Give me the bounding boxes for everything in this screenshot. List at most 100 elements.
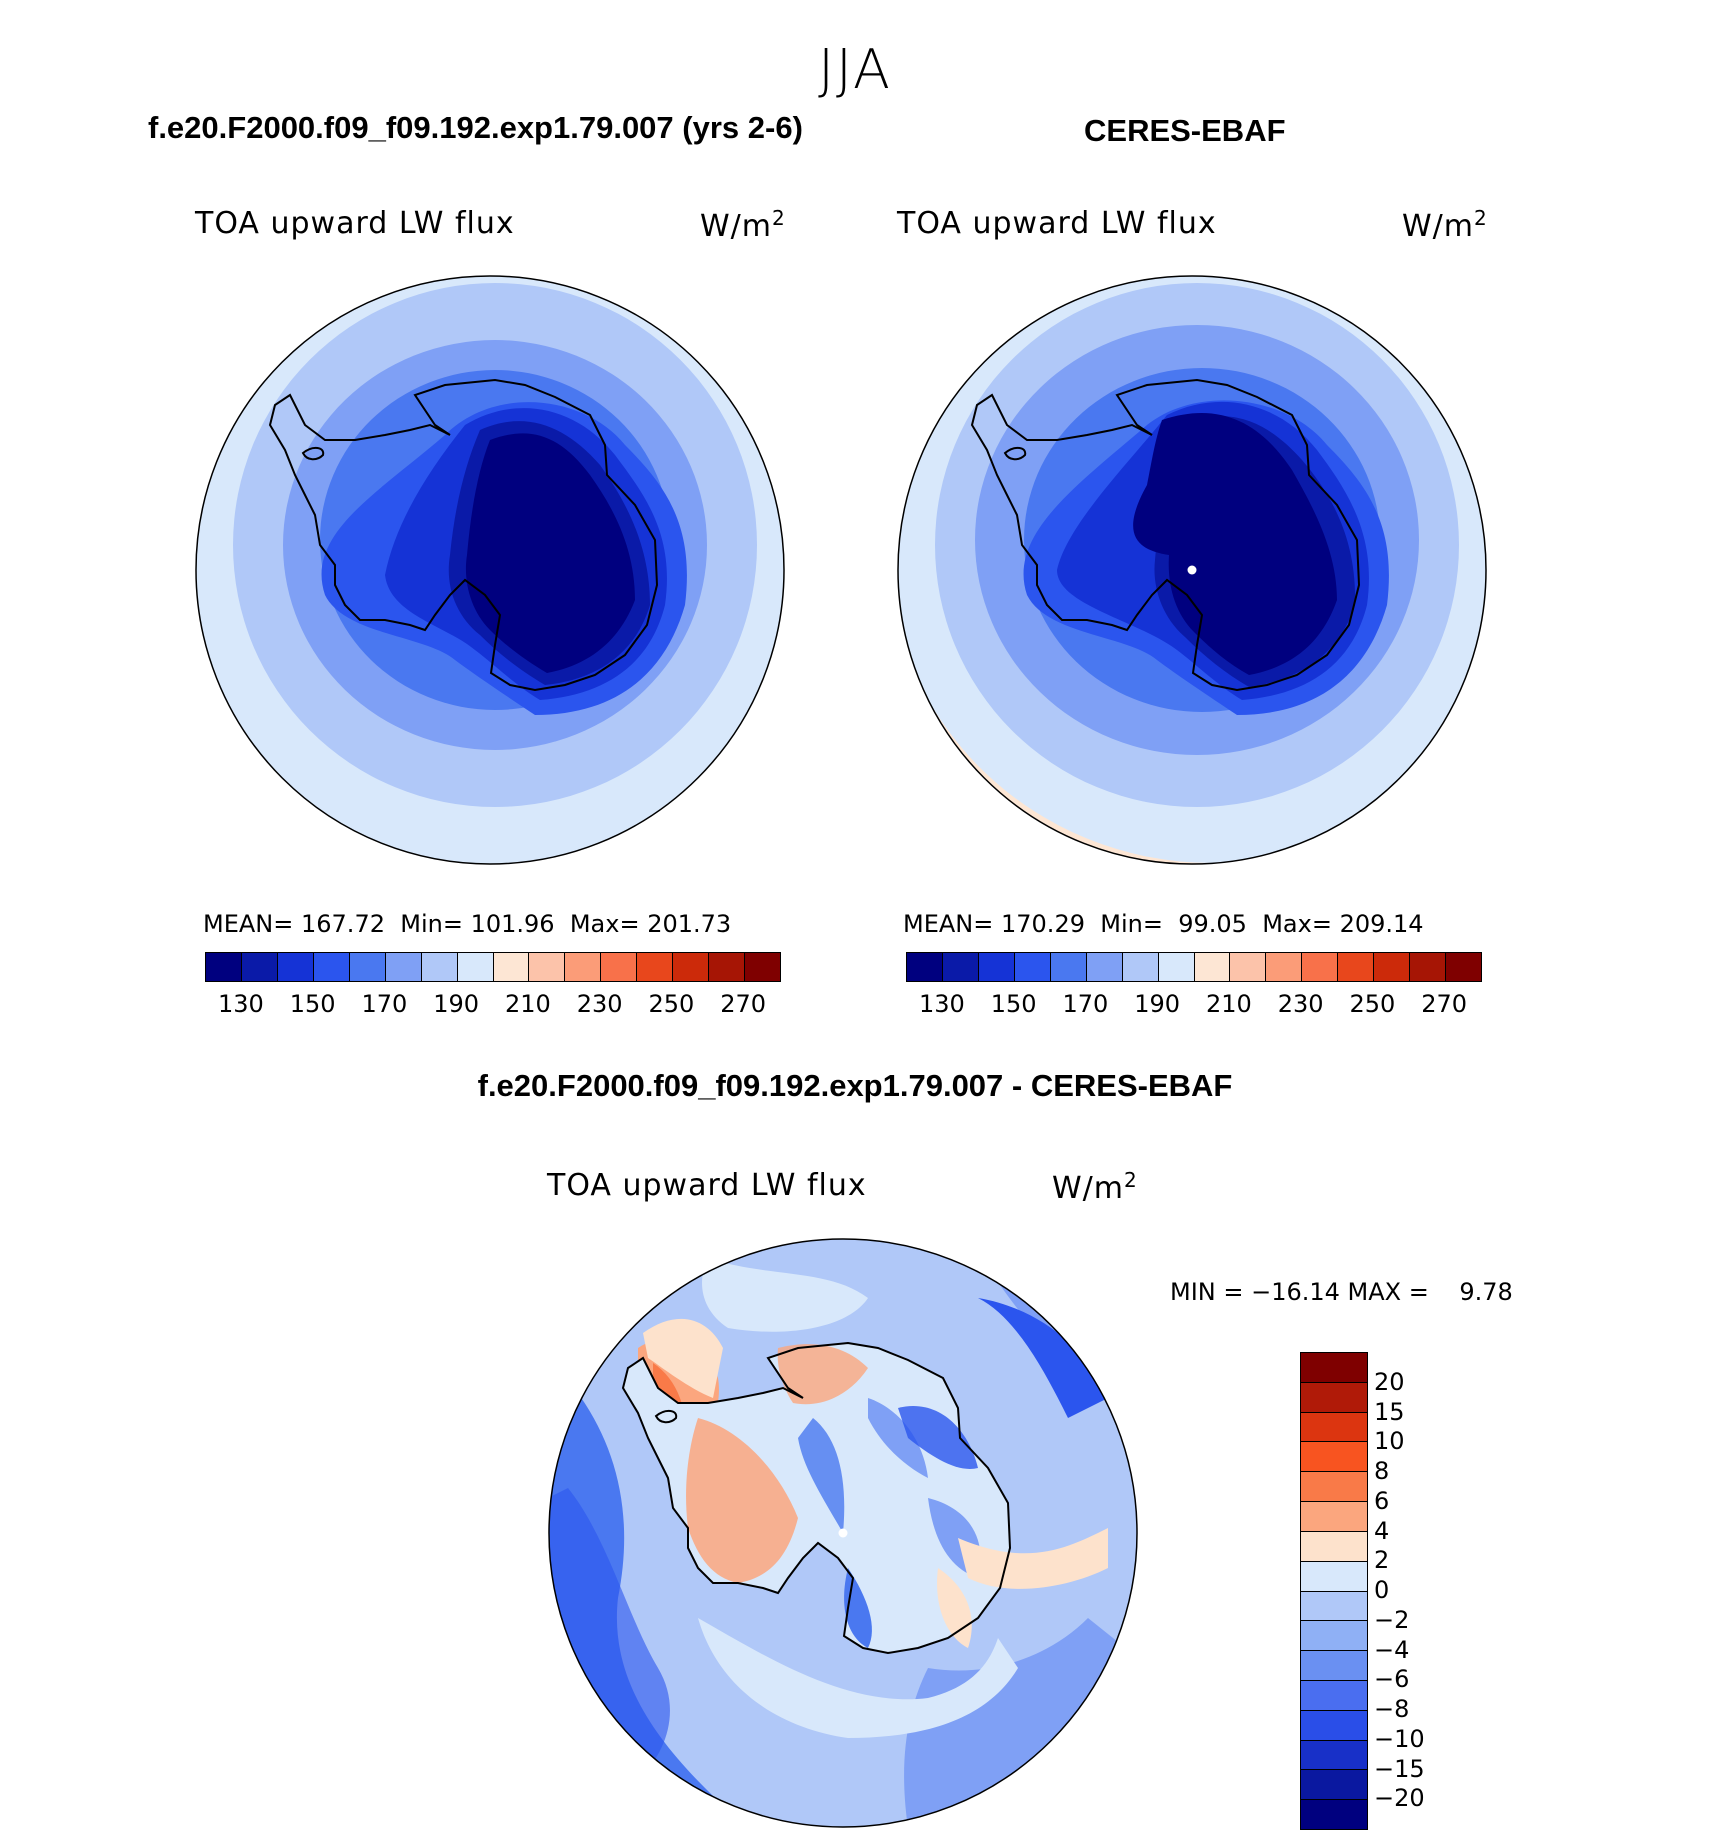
colorbar-segment [1301,1651,1367,1681]
colorbar-segment [709,953,746,981]
colorbar-segment [1374,953,1411,981]
test-case-title: f.e20.F2000.f09_f09.192.exp1.79.007 (yrs… [148,110,803,145]
colorbar-segment [457,953,494,981]
colorbar-tick-label: 270 [720,990,767,1018]
colorbar-tick-label: −4 [1374,1635,1410,1664]
obs-variable-label: TOA upward LW flux [897,206,1217,241]
diff-case-title: f.e20.F2000.f09_f09.192.exp1.79.007 - CE… [477,1068,1233,1103]
colorbar-segment [978,953,1015,981]
colorbar-segment [1301,1353,1367,1383]
colorbar-segment [1301,1382,1367,1413]
colorbar-segment [1194,953,1231,981]
colorbar-tick-label: 190 [433,990,480,1018]
colorbar-tick-label: 130 [918,990,965,1018]
colorbar-tick-label: 6 [1374,1486,1390,1515]
colorbar-segment [673,953,710,981]
obs-polar-map [897,275,1487,865]
colorbar-tick-label: 130 [217,990,264,1018]
obs-units-label: W/m2 [1402,206,1488,244]
colorbar-segment [313,953,350,981]
colorbar-segment [1301,1680,1367,1711]
colorbar-segment [1301,1710,1367,1741]
colorbar-segment [1014,953,1051,981]
test-polar-map [195,275,785,865]
colorbar-tick-label: 4 [1374,1516,1390,1545]
colorbar-tick-label: 250 [1349,990,1396,1018]
diff-minmax: MIN = −16.14 MAX = 9.78 [1170,1278,1513,1306]
colorbar-tick-label: 150 [289,990,336,1018]
colorbar-segment [1230,953,1267,981]
colorbar-tick-label: −20 [1374,1784,1425,1813]
test-colorbar [205,952,781,982]
colorbar-tick-label: 250 [648,990,695,1018]
colorbar-segment [1266,953,1303,981]
colorbar-tick-label: 0 [1374,1576,1390,1604]
colorbar-tick-label: −15 [1374,1754,1425,1783]
colorbar-segment [1301,1621,1367,1652]
colorbar-segment [565,953,602,981]
colorbar-segment [1301,1770,1367,1801]
diff-colorbar [1300,1352,1368,1830]
test-colorbar-ticks: 130 150 170 190 210 230 250 270 [205,990,779,1020]
colorbar-segment [745,953,780,981]
test-variable-label: TOA upward LW flux [195,206,515,241]
colorbar-tick-label: 150 [990,990,1037,1018]
colorbar-tick-label: −10 [1374,1724,1425,1753]
test-units-label: W/m2 [700,206,786,244]
colorbar-segment [1050,953,1087,981]
colorbar-segment [493,953,530,981]
colorbar-segment [206,953,242,981]
colorbar-tick-label: 270 [1421,990,1468,1018]
colorbar-tick-label: 230 [1277,990,1324,1018]
season-title: JJA [818,38,892,101]
colorbar-segment [385,953,422,981]
colorbar-segment [1158,953,1195,981]
colorbar-segment [1301,1800,1367,1829]
colorbar-tick-label: −2 [1374,1605,1410,1634]
colorbar-segment [1301,1561,1367,1592]
colorbar-segment [907,953,943,981]
colorbar-segment [1338,953,1375,981]
colorbar-segment [601,953,638,981]
colorbar-segment [942,953,979,981]
obs-colorbar-ticks: 130 150 170 190 210 230 250 270 [906,990,1480,1020]
colorbar-tick-label: 170 [1062,990,1109,1018]
colorbar-segment [1301,1740,1367,1771]
colorbar-tick-label: 10 [1374,1427,1405,1456]
colorbar-tick-label: 210 [1205,990,1252,1018]
colorbar-tick-label: 170 [361,990,408,1018]
diff-polar-map [548,1238,1138,1828]
colorbar-tick-label: −6 [1374,1665,1410,1694]
diff-variable-label: TOA upward LW flux [547,1168,867,1203]
colorbar-segment [1446,953,1481,981]
colorbar-tick-label: 2 [1374,1546,1390,1575]
colorbar-tick-label: 8 [1374,1457,1390,1485]
colorbar-segment [1301,1472,1367,1503]
colorbar-segment [241,953,278,981]
colorbar-segment [1301,1412,1367,1443]
colorbar-segment [1302,953,1339,981]
colorbar-segment [1086,953,1123,981]
colorbar-segment [349,953,386,981]
colorbar-segment [529,953,566,981]
colorbar-segment [277,953,314,981]
diff-units-label: W/m2 [1052,1168,1138,1206]
diff-colorbar-ticks: 20 15 10 8 6 4 2 0 −2 −4 −6 −8 −10 −15 −20 [1374,1352,1454,1828]
colorbar-tick-label: 210 [504,990,551,1018]
colorbar-tick-label: 230 [576,990,623,1018]
colorbar-segment [1410,953,1447,981]
test-stats: MEAN= 167.72 Min= 101.96 Max= 201.73 [203,910,732,938]
obs-case-title: CERES-EBAF [1084,113,1286,148]
colorbar-segment [637,953,674,981]
colorbar-segment [421,953,458,981]
colorbar-segment [1301,1502,1367,1532]
colorbar-tick-label: −8 [1374,1695,1410,1723]
obs-colorbar [906,952,1482,982]
colorbar-segment [1301,1442,1367,1473]
colorbar-segment [1301,1591,1367,1622]
colorbar-segment [1301,1531,1367,1562]
obs-stats: MEAN= 170.29 Min= 99.05 Max= 209.14 [903,910,1424,938]
colorbar-tick-label: 15 [1374,1397,1405,1426]
colorbar-tick-label: 190 [1134,990,1181,1018]
colorbar-segment [1122,953,1159,981]
